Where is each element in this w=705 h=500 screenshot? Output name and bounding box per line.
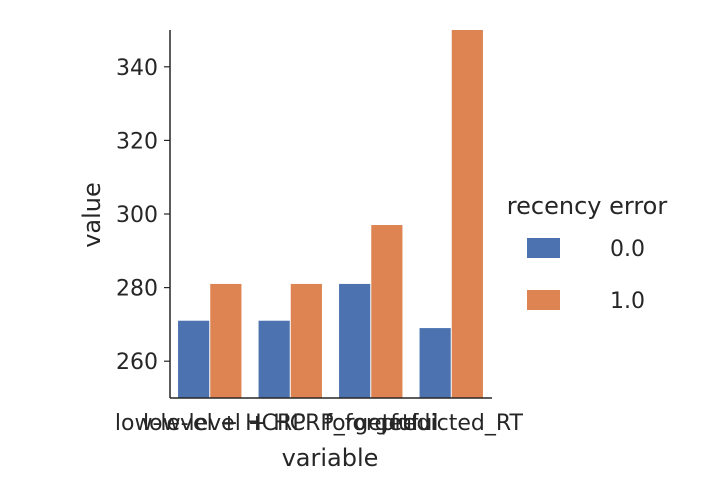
y-tick-label: 260: [116, 350, 158, 375]
bar-2-series-1: [371, 225, 403, 398]
y-tick-label: 300: [116, 203, 158, 228]
x-tick-label: predicted_RT: [381, 411, 524, 436]
x-axis-title: variable: [282, 444, 379, 472]
bar-0-series-1: [210, 283, 242, 398]
x-tick-label: low-level + HCRP: [115, 411, 306, 436]
bar-1-series-0: [258, 320, 290, 398]
bar-3-series-1: [451, 30, 483, 398]
legend-label-0: 0.0: [610, 237, 645, 262]
x-tick-label: low-level + HCRP_forgetful: [143, 411, 439, 436]
legend-swatch-0: [527, 238, 560, 258]
x-tick-label: forgetful: [324, 411, 418, 436]
bar-0-series-0: [178, 320, 210, 398]
y-tick-label: 280: [116, 277, 158, 302]
legend-swatch-1: [527, 290, 560, 310]
y-axis-ticks: 260 280 300 320 340: [116, 56, 170, 375]
bar-1-series-1: [290, 283, 322, 398]
legend-label-1: 1.0: [610, 289, 645, 314]
legend: 0.0 1.0: [527, 237, 645, 314]
bar-3-series-0: [419, 328, 451, 398]
legend-title: recency error: [507, 192, 668, 220]
y-tick-label: 320: [116, 129, 158, 154]
y-tick-label: 340: [116, 56, 158, 81]
bars-group: [178, 30, 483, 398]
y-axis-title: value: [78, 182, 106, 248]
bar-2-series-0: [339, 283, 371, 398]
